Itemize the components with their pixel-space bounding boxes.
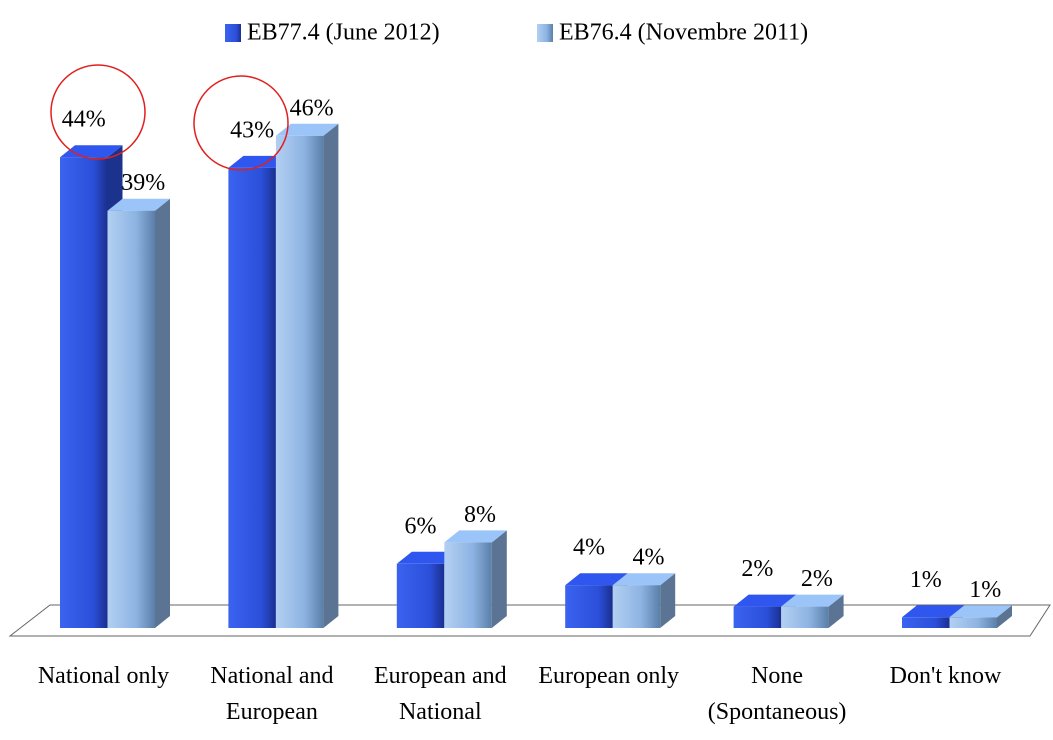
bar-top <box>902 605 965 618</box>
bar-side <box>828 594 844 628</box>
data-label: 1% <box>910 567 942 593</box>
bar-top <box>444 530 507 543</box>
highlight-circle <box>193 75 289 171</box>
bar-side <box>660 573 676 628</box>
bar <box>228 167 276 628</box>
bar <box>107 210 155 628</box>
data-label: 2% <box>801 566 833 592</box>
bar-top <box>275 123 339 136</box>
data-label: 4% <box>632 545 664 571</box>
bar <box>612 585 661 628</box>
bar <box>60 157 108 628</box>
highlight-circle <box>50 64 146 160</box>
legend-label: EB77.4 (June 2012) <box>247 20 440 46</box>
data-label: 43% <box>230 117 274 143</box>
x-tick-label: European and National <box>373 663 507 725</box>
x-tick-label: National and European <box>210 663 334 725</box>
data-label: 8% <box>464 502 496 528</box>
data-label: 6% <box>405 513 437 539</box>
legend-swatch <box>225 24 241 42</box>
bar-top <box>107 198 170 211</box>
bar-side <box>997 605 1012 628</box>
bar-top <box>60 145 123 158</box>
bar-top <box>396 551 460 564</box>
data-label: 39% <box>121 170 165 196</box>
data-label: 46% <box>290 95 334 121</box>
data-label: 1% <box>969 577 1001 603</box>
data-label: 2% <box>741 556 773 582</box>
x-tick-label: European only <box>538 663 679 689</box>
data-label: 4% <box>573 535 605 561</box>
bar <box>565 585 613 628</box>
bar <box>275 135 324 629</box>
bar <box>781 606 829 628</box>
bar-top <box>612 573 676 586</box>
bar-top <box>781 594 844 607</box>
bar-top <box>228 155 291 168</box>
bar <box>444 542 492 628</box>
bar-top <box>949 605 1012 618</box>
x-tick-label: Don't know <box>889 663 1002 689</box>
bar-top <box>733 594 797 607</box>
legend-swatch <box>537 24 553 42</box>
x-tick-label: None (Spontaneous) <box>707 663 847 725</box>
bar <box>902 617 950 628</box>
bar <box>733 606 782 628</box>
data-label: 44% <box>62 107 106 133</box>
bar-side <box>155 198 170 628</box>
bar-top <box>565 573 628 586</box>
legend-label: EB76.4 (Novembre 2011) <box>559 20 808 46</box>
bar <box>396 563 445 628</box>
bar-side <box>491 530 507 628</box>
bar <box>949 617 997 628</box>
x-tick-label: National only <box>37 663 170 689</box>
bar-side <box>323 123 339 629</box>
